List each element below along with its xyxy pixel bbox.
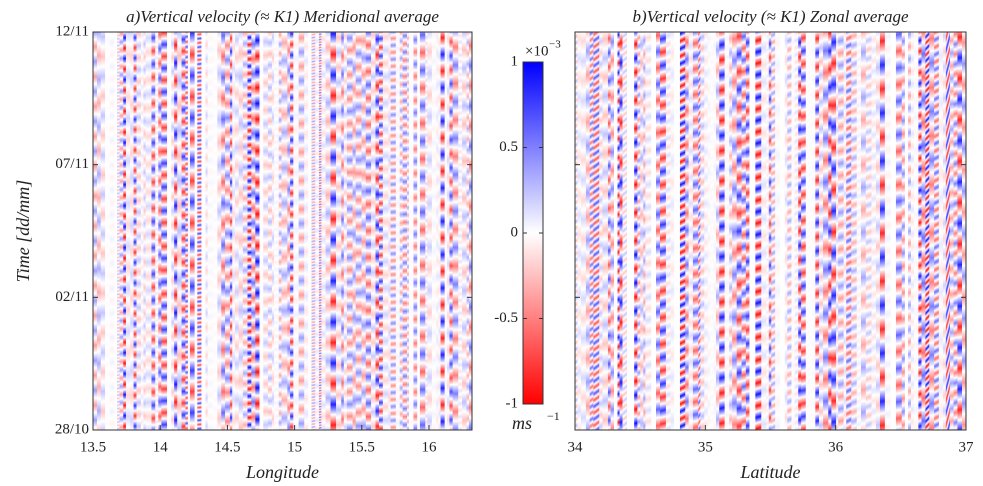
- x-tick-label: 36: [828, 439, 844, 455]
- chart-title: b)Vertical velocity (≈ K1) Zonal average: [632, 7, 909, 26]
- y-tick-label: 12/11: [55, 23, 89, 39]
- x-tick-label: 13.5: [80, 439, 106, 455]
- chart-title: a)Vertical velocity (≈ K1) Meridional av…: [126, 7, 439, 26]
- y-axis-label: Time [dd/mm]: [13, 180, 33, 283]
- colorbar-multiplier-exponent: −3: [549, 39, 561, 51]
- y-tick-label: 07/11: [55, 156, 89, 172]
- colorbar-tick-label: -0.5: [494, 310, 518, 326]
- y-tick-label: 28/10: [55, 421, 89, 437]
- x-tick-label: 14.5: [214, 439, 240, 455]
- colorbar-unit: ms: [512, 413, 532, 433]
- colorbar-tick-label: 0: [511, 224, 519, 240]
- x-axis-label: Latitude: [739, 462, 800, 482]
- x-tick-label: 35: [698, 439, 713, 455]
- plot-frame: [574, 31, 967, 431]
- heatmap-field: [575, 32, 967, 430]
- colorbar-unit-exponent: −1: [547, 409, 560, 423]
- x-tick-label: 14: [153, 439, 169, 455]
- colorbar-multiplier: ×10: [525, 43, 548, 59]
- colorbar-tick-label: -1: [506, 395, 519, 411]
- x-tick-label: 15.5: [349, 439, 375, 455]
- plot-frame: [92, 31, 473, 431]
- x-tick-label: 34: [568, 439, 584, 455]
- colorbar-tick-label: 1: [511, 53, 519, 69]
- x-tick-label: 15: [287, 439, 302, 455]
- x-axis-label: Longitude: [245, 462, 319, 482]
- y-tick-label: 02/11: [55, 289, 89, 305]
- x-tick-label: 16: [421, 439, 437, 455]
- heatmap-field: [93, 32, 473, 430]
- colorbar-tick-label: 0.5: [499, 139, 518, 155]
- x-tick-label: 37: [959, 439, 975, 455]
